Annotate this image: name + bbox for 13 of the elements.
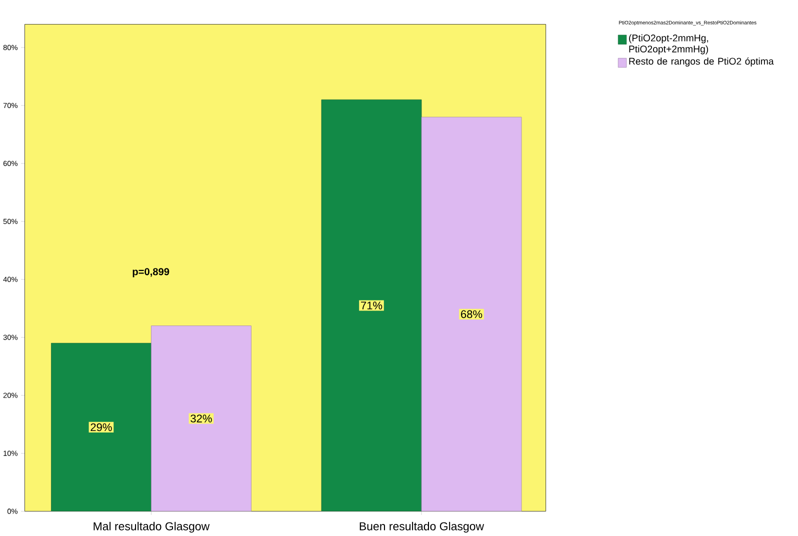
data-label: 32%: [190, 414, 212, 423]
bar: [151, 326, 252, 512]
bar: [421, 117, 522, 512]
x-tick-label: Mal resultado Glasgow: [94, 522, 210, 533]
legend-label: Resto de rangos de PtiO2 óptima: [629, 58, 774, 67]
x-tick-label: Buen resultado Glasgow: [360, 522, 484, 533]
bar: [51, 343, 152, 512]
data-label: 29%: [90, 423, 112, 432]
bar: [321, 100, 422, 512]
legend-label: (PtiO2opt-2mmHg, PtiO2opt+2mmHg): [629, 34, 708, 54]
data-label: 71%: [361, 302, 382, 310]
annotation: p=0,899: [132, 268, 170, 278]
data-label: 68%: [461, 310, 482, 318]
